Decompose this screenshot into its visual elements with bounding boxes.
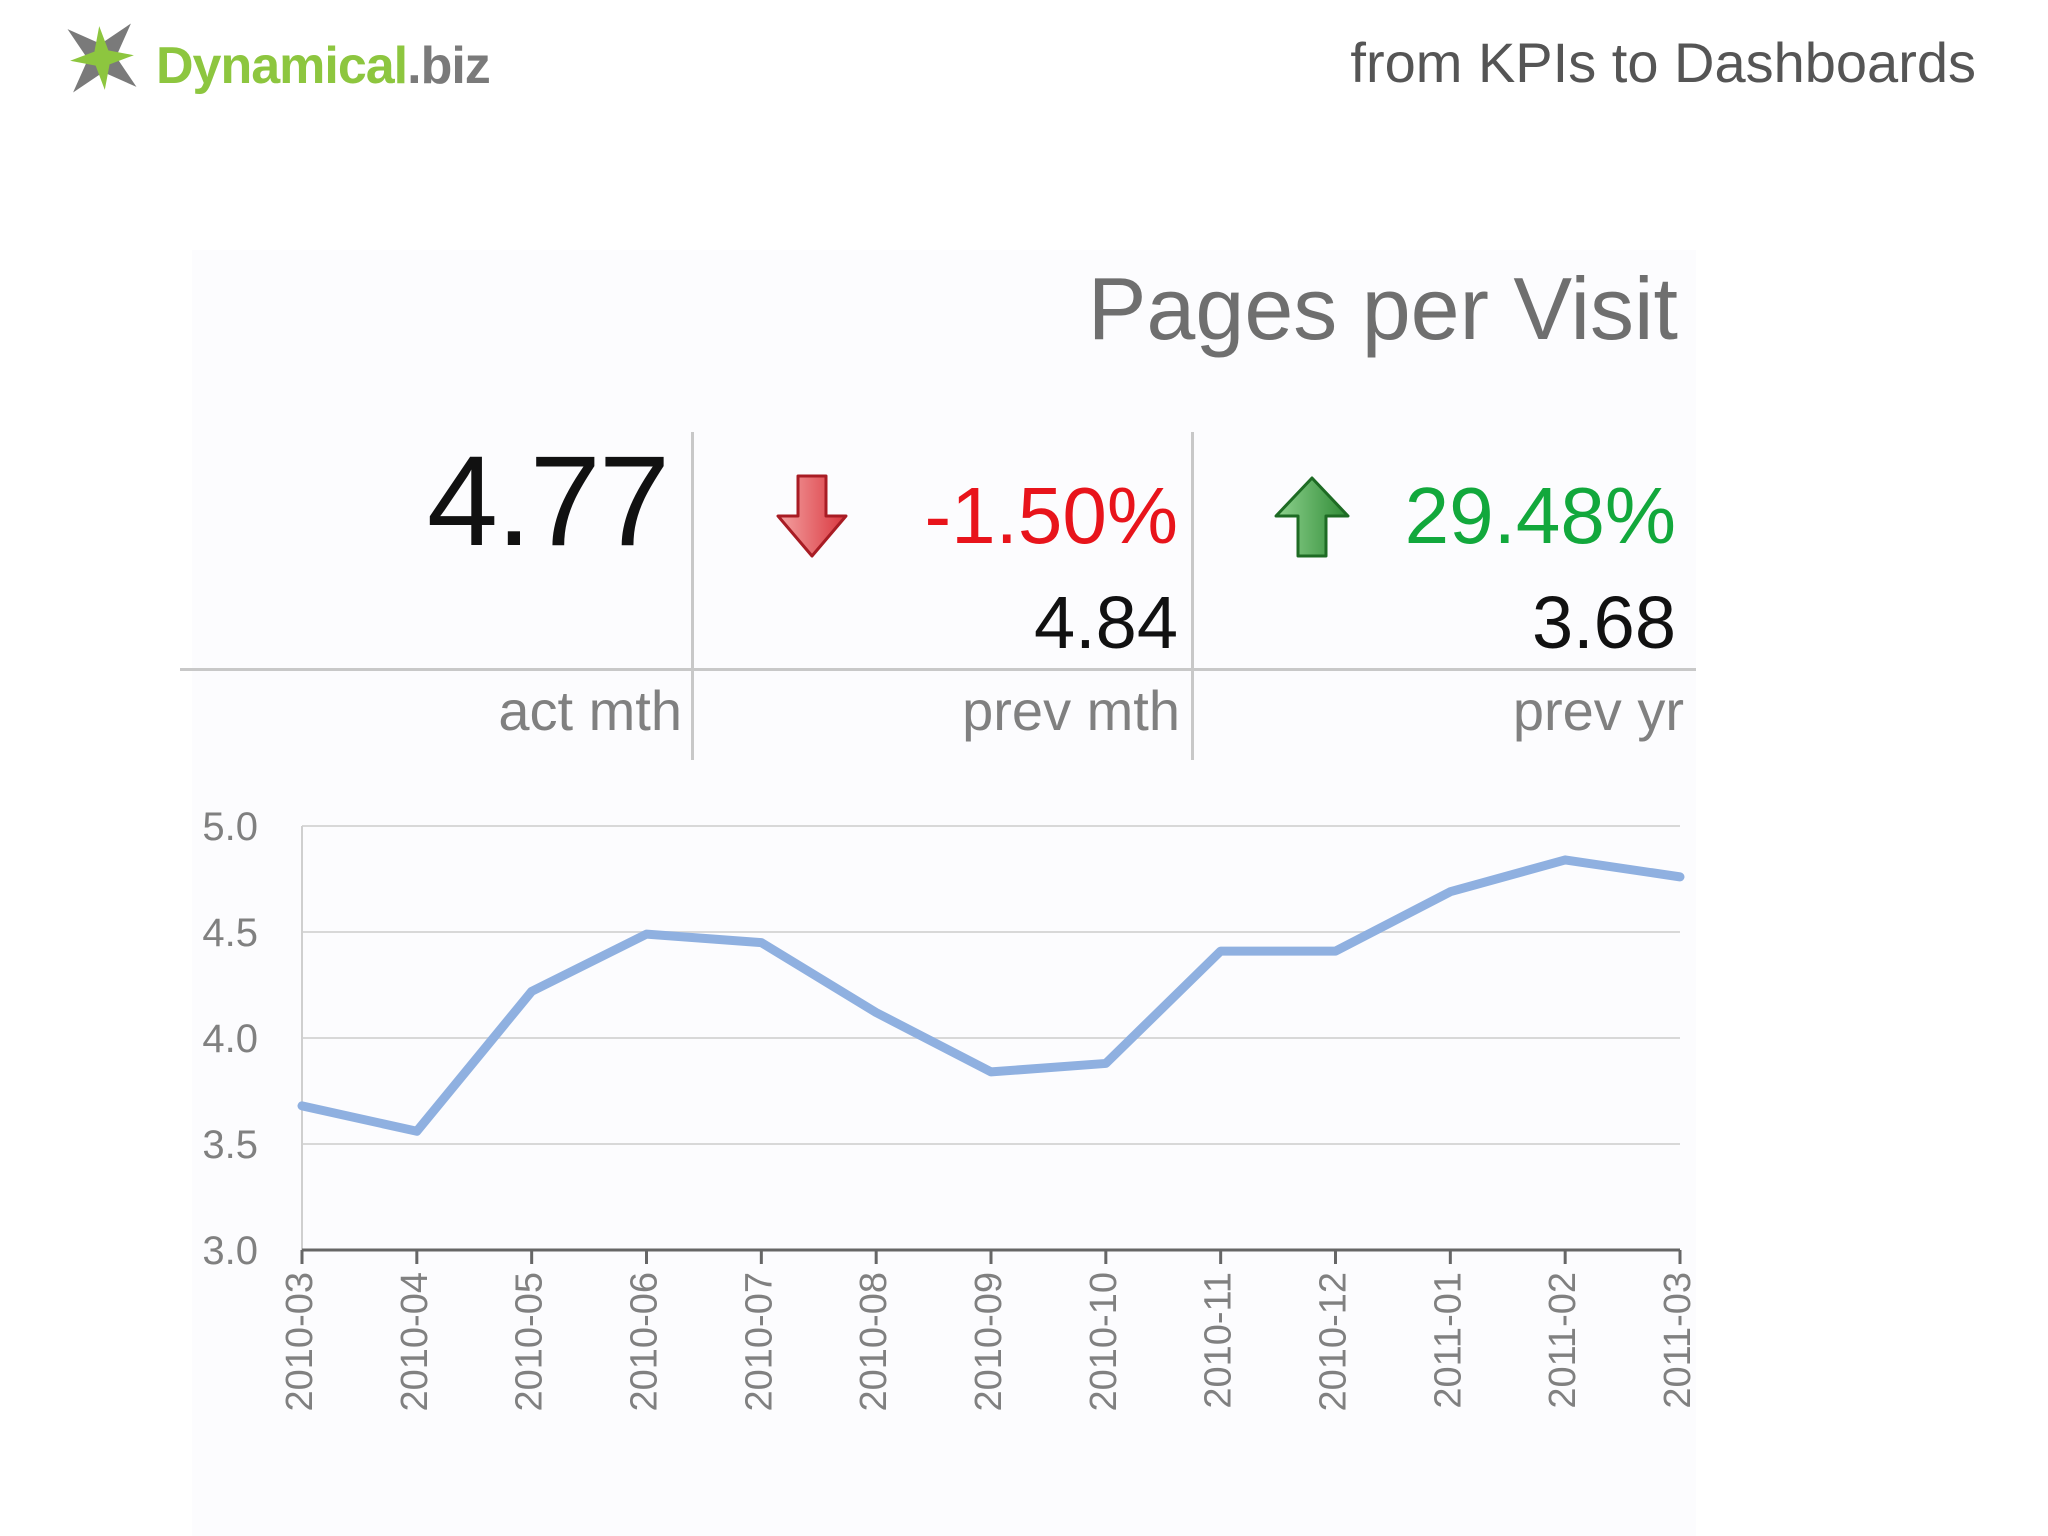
x-tick-label: 2011-01 [1427, 1272, 1469, 1409]
tagline: from KPIs to Dashboards [1350, 31, 1976, 94]
actual-label: act mth [498, 679, 682, 742]
actual-value: 4.77 [426, 430, 670, 573]
x-tick-label: 2010-10 [1083, 1272, 1125, 1411]
arrow-down-icon [776, 474, 848, 558]
kpi-title: Pages per Visit [1087, 259, 1678, 358]
y-tick-label: 4.0 [202, 1017, 258, 1061]
x-tick-label: 2011-02 [1542, 1272, 1584, 1409]
prev-year-change: 29.48% [1404, 471, 1676, 560]
x-tick-label: 2011-03 [1657, 1272, 1699, 1409]
x-tick-label: 2010-11 [1198, 1272, 1240, 1409]
prev-year-value: 3.68 [1531, 581, 1676, 664]
y-tick-label: 4.5 [202, 911, 258, 955]
logo-tld: .biz [407, 37, 491, 95]
prev-month-value: 4.84 [1033, 581, 1178, 664]
logo-text: Dynamical.biz [156, 36, 491, 96]
x-tick-label: 2010-03 [279, 1272, 321, 1411]
logo[interactable]: Dynamical.biz [52, 8, 572, 118]
x-tick-label: 2010-12 [1313, 1272, 1355, 1411]
divider [180, 668, 1696, 671]
divider [691, 432, 694, 760]
y-tick-label: 3.0 [202, 1229, 258, 1273]
x-tick-label: 2010-07 [738, 1272, 780, 1411]
prev-month-change: -1.50% [924, 471, 1178, 560]
x-tick-label: 2010-08 [853, 1272, 895, 1411]
prev-year-label: prev yr [1512, 679, 1684, 742]
x-tick-label: 2010-06 [624, 1272, 666, 1411]
prev-month-label: prev mth [962, 679, 1180, 742]
y-tick-label: 3.5 [202, 1123, 258, 1167]
arrow-up-icon [1274, 476, 1350, 558]
y-tick-label: 5.0 [202, 805, 258, 849]
star-x-logo-icon [67, 23, 137, 93]
divider [1191, 432, 1194, 760]
series-line [297, 855, 1685, 1136]
logo-brand: Dynamical [156, 37, 408, 95]
x-tick-label: 2010-05 [509, 1272, 551, 1411]
x-tick-label: 2010-04 [394, 1272, 436, 1411]
x-tick-label: 2010-09 [968, 1272, 1010, 1411]
